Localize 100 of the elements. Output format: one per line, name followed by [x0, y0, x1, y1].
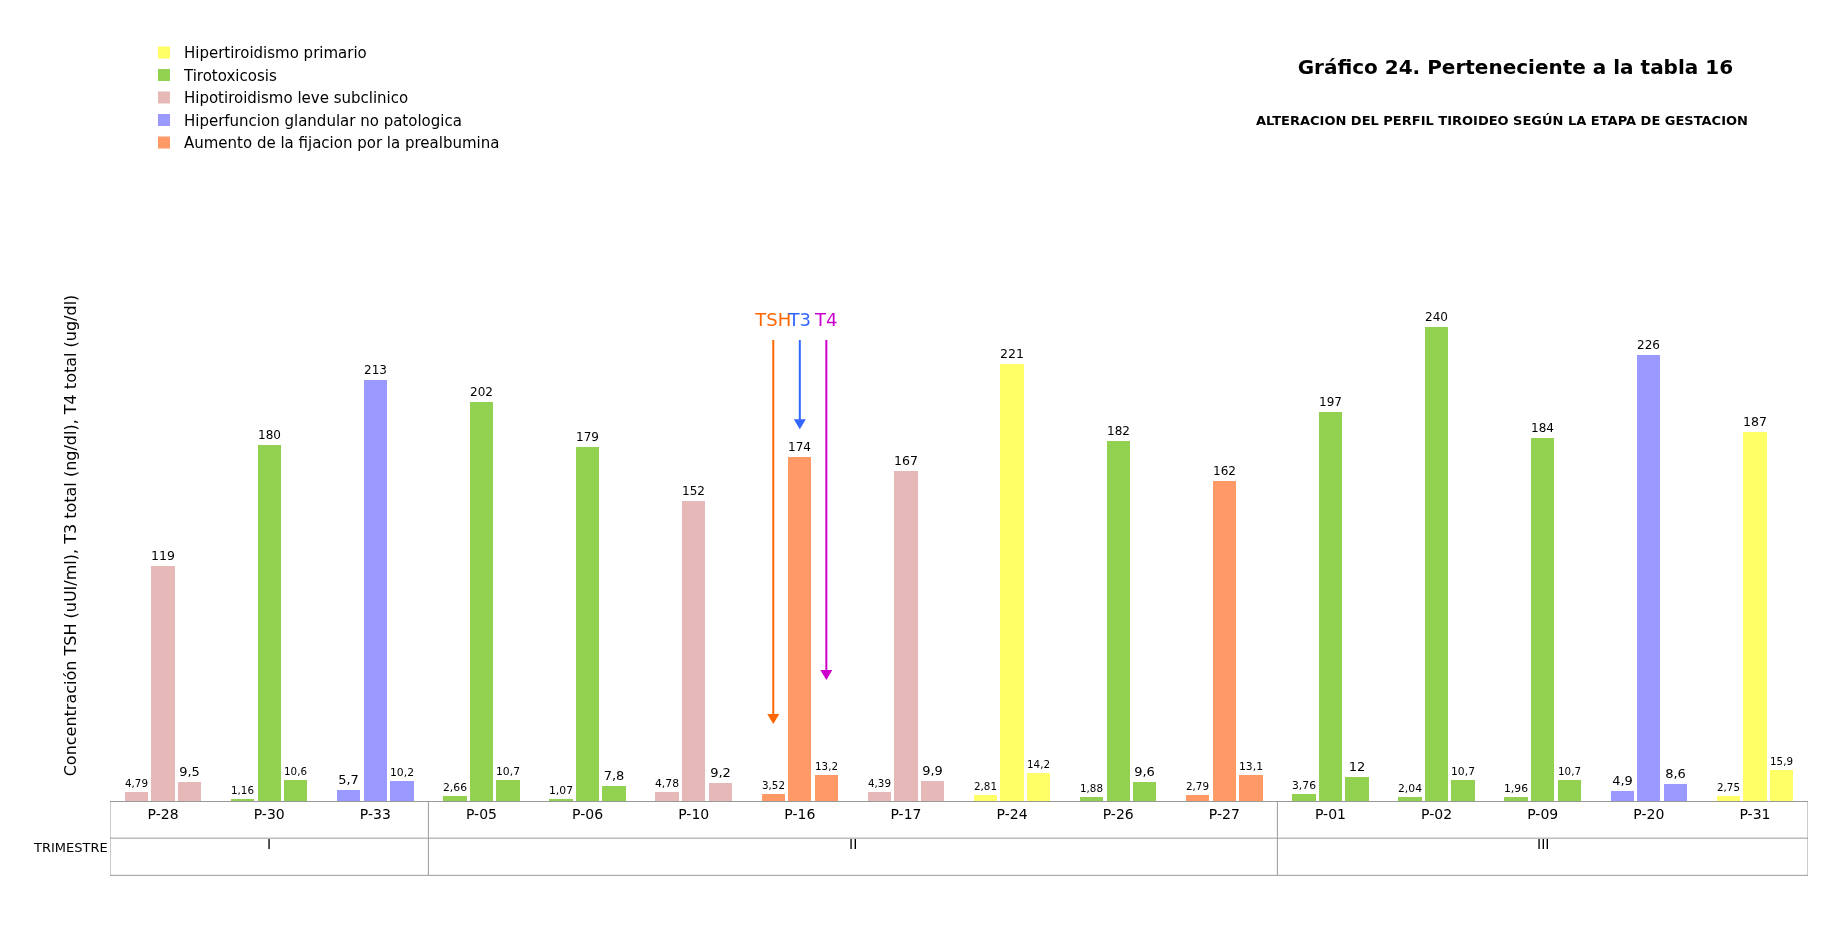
data-label: 9,2 — [710, 765, 731, 780]
data-label: 13,1 — [1239, 759, 1263, 773]
annotation: T4 — [814, 309, 838, 330]
bar — [1637, 355, 1660, 801]
x-tick-label: P-01 — [1314, 805, 1346, 822]
data-label: 10,7 — [1558, 764, 1581, 777]
x-tick-label: P-02 — [1421, 805, 1453, 822]
x-tick-label: P-33 — [359, 805, 391, 822]
data-label: 2,04 — [1398, 781, 1423, 795]
bar — [258, 445, 281, 801]
data-label: 221 — [1000, 346, 1024, 362]
data-label: 4,39 — [868, 776, 891, 789]
bar — [1770, 770, 1793, 801]
bar — [1080, 797, 1103, 801]
bar — [443, 796, 467, 801]
x-tick-label: P-27 — [1208, 805, 1240, 822]
bar — [1000, 364, 1024, 801]
data-label: 14,2 — [1027, 757, 1050, 770]
data-label: 187 — [1743, 414, 1767, 430]
data-label: 240 — [1425, 310, 1448, 325]
data-label: 2,75 — [1717, 780, 1740, 793]
data-label: 4,9 — [1612, 773, 1633, 788]
legend-label: Aumento de la fijacion por la prealbumina — [183, 134, 500, 153]
bar — [1717, 796, 1740, 801]
bar — [1743, 432, 1767, 801]
data-label: 10,6 — [284, 764, 307, 777]
data-label: 180 — [258, 428, 281, 443]
data-label: 3,76 — [1292, 778, 1317, 792]
bar — [921, 781, 944, 801]
x-tick-label: P-10 — [678, 805, 710, 822]
data-label: 13,2 — [815, 759, 838, 772]
legend-label: Hipotiroidismo leve subclinico — [183, 89, 409, 108]
bar — [1425, 327, 1448, 801]
bar — [655, 792, 679, 801]
bar — [390, 781, 414, 801]
bar — [1027, 773, 1050, 801]
bar — [1504, 797, 1528, 801]
chart-subtitle: ALTERACION DEL PERFIL TIROIDEO SEGÚN LA ETAPA DE GESTACION — [1256, 113, 1748, 128]
data-label: 10,7 — [1451, 764, 1475, 778]
bar — [1107, 441, 1130, 801]
bar — [602, 786, 626, 801]
bar — [1239, 775, 1263, 801]
bar — [1213, 481, 1236, 801]
bar — [125, 792, 148, 801]
data-label: 7,8 — [603, 768, 625, 783]
bar — [974, 795, 997, 801]
data-label: 182 — [1107, 424, 1130, 439]
data-label: 2,66 — [443, 780, 468, 794]
x-tick-label: P-06 — [572, 805, 604, 822]
bar — [1133, 782, 1156, 801]
x-tick-label: P-31 — [1739, 805, 1771, 822]
x-tick-label: P-24 — [996, 805, 1028, 822]
text: I — [267, 836, 272, 852]
bar — [894, 471, 918, 801]
bar — [1451, 780, 1475, 801]
bar — [364, 380, 387, 801]
legend-label: Tirotoxicosis — [182, 66, 277, 85]
x-tick-label: P-09 — [1527, 805, 1559, 822]
bar — [1558, 780, 1581, 801]
data-label: 119 — [151, 548, 175, 564]
data-label: 202 — [470, 385, 493, 400]
data-label: 174 — [788, 440, 811, 455]
data-label: 1,16 — [231, 783, 254, 796]
bar — [682, 501, 705, 801]
y-axis-title: Concentración TSH (uUI/ml), T3 total (ng/dl), T4 total (ug/dl) — [61, 294, 80, 777]
bar — [1345, 777, 1369, 801]
data-label: 10,7 — [496, 764, 520, 778]
x-tick-label: P-17 — [890, 805, 922, 822]
data-label: 226 — [1637, 338, 1660, 353]
data-label: 167 — [894, 453, 918, 469]
text: II — [849, 836, 858, 852]
data-label: 1,07 — [549, 783, 573, 797]
bar — [470, 402, 493, 801]
data-label: 213 — [364, 363, 387, 378]
x-tick-label: P-20 — [1633, 805, 1665, 822]
x-axis-title: TRIMESTRE — [33, 840, 108, 855]
bar — [1319, 412, 1342, 801]
data-label: 1,96 — [1504, 781, 1529, 795]
bar — [709, 783, 732, 801]
data-label: 4,79 — [125, 776, 148, 789]
data-label: 1,88 — [1080, 781, 1103, 794]
bar — [815, 775, 838, 801]
bar — [284, 780, 307, 801]
bar — [762, 794, 785, 801]
data-label: 15,9 — [1770, 754, 1793, 767]
data-label: 10,2 — [390, 765, 414, 779]
bar — [576, 447, 599, 801]
bar — [1186, 795, 1209, 801]
bar — [178, 782, 201, 801]
data-label: 5,7 — [338, 772, 359, 787]
x-tick-label: P-16 — [784, 805, 816, 822]
bar — [1292, 794, 1316, 801]
bar — [337, 790, 360, 801]
data-label: 9,6 — [1134, 764, 1155, 779]
x-tick-label: P-05 — [465, 805, 497, 822]
data-label: 2,79 — [1186, 779, 1209, 792]
legend-label: Hiperfuncion glandular no patologica — [183, 111, 462, 130]
data-label: 4,78 — [655, 776, 680, 790]
bar — [1664, 784, 1687, 801]
data-label: 162 — [1213, 464, 1236, 479]
